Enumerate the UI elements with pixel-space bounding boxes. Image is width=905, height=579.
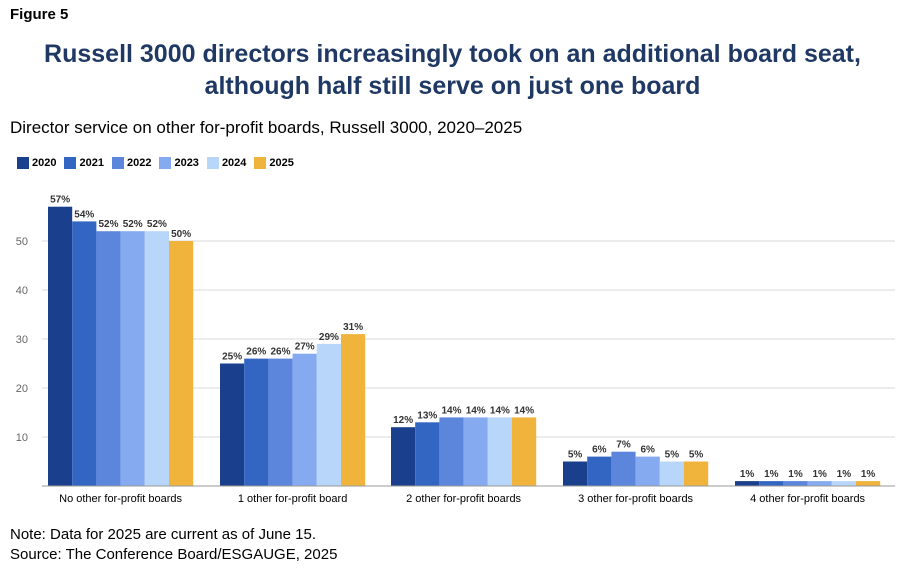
bar-2023-2: [463, 417, 488, 486]
data-label: 5%: [665, 450, 680, 461]
data-label: 14%: [514, 405, 534, 416]
data-label: 52%: [98, 219, 118, 230]
bar-2020-3: [563, 461, 588, 486]
bar-2021-2: [415, 422, 440, 486]
data-label: 6%: [640, 445, 655, 456]
legend-label: 2022: [126, 157, 152, 169]
legend-item-2020: 2020: [17, 157, 56, 169]
data-label: 25%: [222, 352, 242, 363]
data-label: 31%: [343, 322, 363, 333]
chart-title-line-1: Russell 3000 directors increasingly took…: [44, 40, 861, 68]
figure-label: Figure 5: [10, 6, 69, 23]
bar-2022-0: [96, 231, 121, 486]
legend-swatch: [254, 157, 267, 169]
data-label: 7%: [616, 440, 631, 451]
chart-subtitle: Director service on other for-profit boa…: [10, 118, 523, 137]
data-label: 29%: [319, 332, 339, 343]
data-label: 1%: [861, 469, 876, 480]
bar-2021-3: [587, 456, 612, 486]
bar-2024-3: [659, 461, 684, 486]
bar-2024-4: [831, 481, 856, 486]
bar-2023-3: [635, 456, 660, 486]
data-label: 1%: [812, 469, 827, 480]
x-category-label: 2 other for-profit boards: [406, 493, 521, 505]
bar-2022-2: [439, 417, 464, 486]
chart-title-line-2: although half still serve on just one bo…: [204, 72, 701, 100]
x-category-label: 1 other for-profit board: [238, 493, 347, 505]
bar-2023-1: [292, 353, 317, 486]
legend-item-2025: 2025: [254, 157, 294, 169]
data-label: 14%: [490, 405, 510, 416]
data-label: 14%: [466, 405, 486, 416]
x-category-label: No other for-profit boards: [59, 493, 182, 505]
data-label: 54%: [74, 209, 94, 220]
data-label: 6%: [592, 445, 607, 456]
data-label: 52%: [147, 219, 167, 230]
x-category-label: 4 other for-profit boards: [750, 493, 865, 505]
bar-2021-4: [759, 481, 784, 486]
legend-item-2024: 2024: [206, 157, 247, 169]
bar-2025-0: [169, 241, 194, 486]
bar-2020-2: [391, 427, 416, 486]
legend-swatch: [111, 157, 124, 169]
data-label: 5%: [568, 450, 583, 461]
bar-2022-4: [783, 481, 808, 486]
footnote: Note: Data for 2025 are current as of Ju…: [10, 526, 317, 543]
y-tick-label: 10: [16, 432, 28, 444]
data-label: 5%: [689, 450, 704, 461]
data-label: 27%: [295, 342, 315, 353]
chart-title: Russell 3000 directors increasingly took…: [0, 38, 905, 102]
data-label: 1%: [740, 469, 755, 480]
legend-label: 2024: [221, 157, 247, 169]
data-label: 26%: [246, 347, 266, 358]
legend-swatch: [206, 157, 219, 169]
legend-swatch: [159, 157, 172, 169]
data-label: 1%: [764, 469, 779, 480]
legend-item-2023: 2023: [159, 157, 199, 169]
bar-chart: 10 20 30 40 50 57% 25% 12% 5% 1% 54% 26% 13% 6% 1% 52% 2…: [16, 195, 895, 505]
bar-2025-4: [856, 481, 881, 486]
y-tick-label: 20: [16, 383, 28, 395]
data-label: 1%: [837, 469, 852, 480]
data-label: 50%: [171, 229, 191, 240]
bar-2025-1: [341, 334, 366, 486]
data-label: 1%: [788, 469, 803, 480]
source-note: Source: The Conference Board/ESGAUGE, 20…: [10, 546, 338, 563]
bar-2025-2: [512, 417, 537, 486]
bar-2021-1: [244, 358, 269, 486]
data-label: 12%: [393, 415, 413, 426]
x-category-label: 3 other for-profit boards: [578, 493, 693, 505]
legend: 2020 2021 2022 2023 2024 2025: [17, 157, 302, 169]
bar-2023-4: [807, 481, 832, 486]
y-tick-label: 30: [16, 334, 28, 346]
legend-label: 2023: [174, 157, 199, 169]
bar-2024-2: [487, 417, 512, 486]
bar-2021-0: [72, 221, 97, 486]
data-label: 14%: [441, 405, 461, 416]
bar-2020-1: [220, 363, 245, 486]
bar-2024-0: [144, 231, 169, 486]
y-tick-label: 50: [16, 236, 28, 248]
bar-2020-0: [48, 206, 73, 486]
legend-label: 2021: [79, 157, 104, 169]
legend-swatch: [17, 157, 29, 169]
data-label: 52%: [123, 219, 143, 230]
data-label: 57%: [50, 195, 70, 206]
legend-item-2021: 2021: [64, 157, 104, 169]
data-label: 26%: [270, 347, 290, 358]
bar-2022-3: [611, 451, 636, 486]
bar-2022-1: [268, 358, 293, 486]
bar-2020-4: [735, 481, 760, 486]
y-tick-label: 40: [16, 285, 28, 297]
data-label: 13%: [417, 410, 437, 421]
legend-label: 2025: [269, 157, 294, 169]
bar-2025-3: [684, 461, 709, 486]
legend-swatch: [64, 157, 77, 169]
legend-label: 2020: [32, 157, 57, 169]
bar-2023-0: [120, 231, 145, 486]
bar-2024-1: [316, 343, 341, 486]
legend-item-2022: 2022: [111, 157, 152, 169]
